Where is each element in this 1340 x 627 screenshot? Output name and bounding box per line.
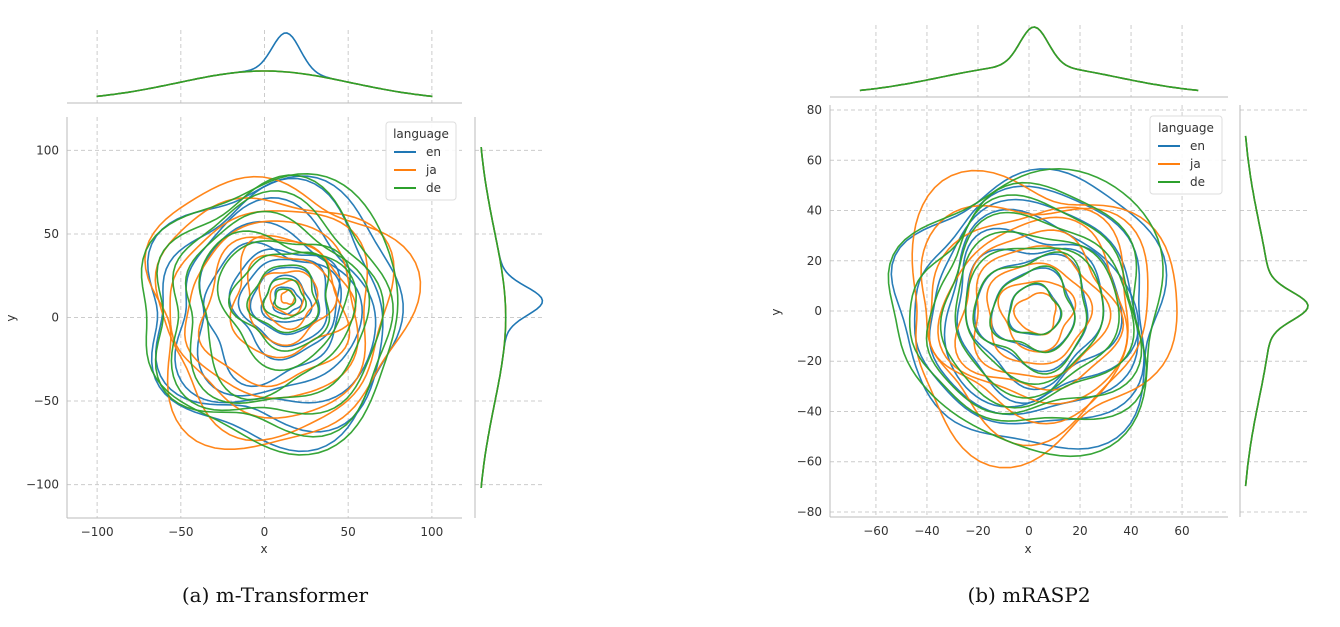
x-tick-label: 50: [341, 525, 356, 539]
y-axis-label: y: [4, 314, 18, 321]
y-tick-label: −50: [34, 394, 59, 408]
right-marginal-de: [480, 147, 507, 488]
series-de-contour: [1007, 282, 1063, 336]
legend-title: language: [393, 127, 449, 141]
series-ja-contour: [937, 216, 1129, 405]
series-ja-contour: [154, 197, 395, 442]
series-de-contours: [887, 167, 1164, 458]
series-en-contour: [890, 168, 1168, 450]
series-en-contour: [943, 208, 1140, 408]
legend-label-en: en: [426, 145, 441, 159]
y-tick-label: 100: [36, 143, 59, 157]
series-ja-contour: [973, 245, 1112, 379]
x-tick-label: 60: [1174, 524, 1189, 538]
y-tick-label: 50: [44, 227, 59, 241]
series-ja-contour: [183, 220, 359, 400]
y-tick-label: 20: [807, 254, 822, 268]
series-ja-contour: [144, 175, 422, 450]
x-tick-label: −50: [168, 525, 193, 539]
series-de-contour: [939, 211, 1135, 409]
series-de-contour: [274, 288, 297, 310]
series-de-contour: [227, 251, 331, 352]
top-marginal-en: [859, 26, 1199, 92]
top-marginal-de: [96, 70, 433, 98]
legend: language en ja de: [385, 121, 457, 201]
top-marginal-de: [859, 26, 1199, 92]
series-ja-contour: [986, 262, 1094, 365]
series-en-contour: [260, 274, 313, 323]
series-de-contour: [989, 265, 1076, 354]
x-tick-label: 0: [261, 525, 269, 539]
panel-caption: (a) m-Transformer: [182, 583, 369, 607]
y-tick-label: −20: [797, 354, 822, 368]
series-ja-contour: [280, 289, 296, 306]
series-ja-contour: [920, 205, 1149, 447]
series-de-contour: [964, 247, 1105, 386]
x-tick-label: 20: [1072, 524, 1087, 538]
series-de-contour: [972, 251, 1088, 375]
series-de-contour: [246, 264, 320, 334]
y-tick-label: 80: [807, 103, 822, 117]
series-en-contour: [249, 266, 321, 336]
y-tick-label: −40: [797, 404, 822, 418]
legend-label-ja: ja: [1189, 157, 1201, 171]
top-marginal-ja: [859, 26, 1199, 92]
series-de-contour: [887, 167, 1164, 458]
series-en-contour: [146, 175, 404, 453]
series-ja-contour: [954, 229, 1125, 391]
series-en-contour: [928, 198, 1139, 416]
x-tick-label: −40: [914, 524, 939, 538]
series-de-contour: [262, 277, 307, 320]
y-tick-label: −60: [797, 455, 822, 469]
legend: language en ja de: [1149, 115, 1223, 195]
series-en-contour: [973, 253, 1089, 373]
y-tick-label: −80: [797, 505, 822, 519]
series-de-contour: [198, 230, 358, 401]
y-axis-label: y: [769, 308, 783, 315]
series-ja-contour: [911, 169, 1178, 469]
legend-label-de: de: [1190, 175, 1205, 189]
series-ja-contour: [997, 280, 1077, 353]
x-tick-label: 100: [420, 525, 443, 539]
series-de-contour: [954, 230, 1120, 399]
legend-label-de: de: [426, 181, 441, 195]
series-ja-contour: [258, 270, 319, 331]
y-tick-label: 40: [807, 204, 822, 218]
x-tick-label: 0: [1025, 524, 1033, 538]
legend-label-en: en: [1190, 139, 1205, 153]
y-tick-label: 60: [807, 153, 822, 167]
series-de-contour: [908, 181, 1148, 422]
x-axis-label: x: [1024, 542, 1031, 556]
y-tick-label: 0: [814, 304, 822, 318]
series-en-contour: [196, 220, 364, 397]
y-tick-label: −100: [26, 478, 59, 492]
x-tick-label: −60: [863, 524, 888, 538]
chart-panel-b: −60 −40 −20 0 20 40 60 −80 −60 −40 −20 0 20 40 60 80 x y l…: [769, 25, 1310, 607]
x-tick-label: −100: [81, 525, 114, 539]
x-tick-label: 40: [1123, 524, 1138, 538]
chart-panel-a: −100 −50 0 50 100 −100 −50 0 50 100 x y language en ja…: [4, 30, 545, 607]
legend-label-ja: ja: [425, 163, 437, 177]
legend-title: language: [1158, 121, 1214, 135]
series-de-contour: [184, 210, 371, 405]
series-de-contour: [925, 194, 1143, 415]
series-de-contours: [140, 172, 399, 456]
series-ja-contour: [1012, 291, 1057, 336]
x-axis-label: x: [260, 542, 267, 556]
x-tick-label: −20: [965, 524, 990, 538]
series-de-contour: [140, 172, 399, 456]
series-ja-contour: [169, 210, 369, 419]
series-en-contours: [146, 175, 404, 453]
series-en-contour: [174, 196, 377, 404]
series-de-contour: [154, 174, 394, 438]
legend-box: [1149, 115, 1223, 195]
legend-box: [385, 121, 457, 201]
y-tick-label: 0: [51, 311, 59, 325]
panel-caption: (b) mRASP2: [967, 583, 1090, 607]
series-de-contour: [216, 240, 351, 372]
series-de-contour: [170, 190, 385, 415]
right-marginal-de: [1244, 135, 1309, 487]
series-en-contour: [237, 258, 328, 348]
